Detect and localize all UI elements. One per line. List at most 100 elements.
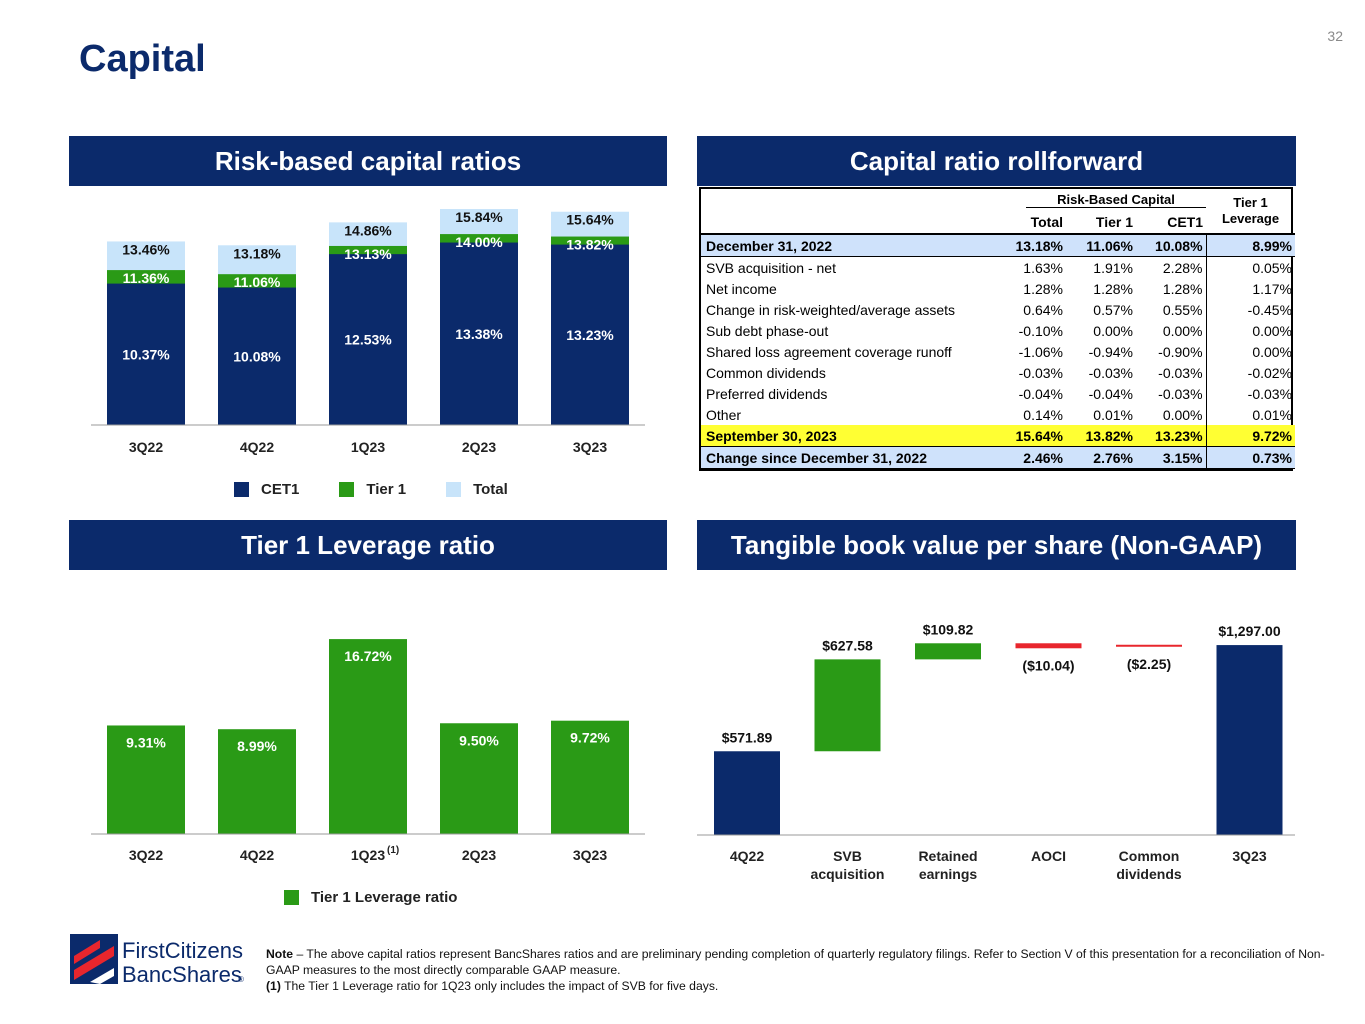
bar-tbv-3q23 — [1216, 645, 1283, 835]
bar-cet1-3q22 — [107, 283, 185, 425]
risk-based-legend: CET1 Tier 1 Total — [234, 481, 548, 498]
cell-leverage: 0.73% — [1205, 446, 1296, 469]
cell-total: 1.63% — [1023, 259, 1063, 276]
cell-tier1: 0.01% — [1093, 406, 1133, 423]
cell-tier1: -0.03% — [1088, 364, 1133, 381]
x-tick-label: AOCI — [1031, 848, 1066, 864]
legend-swatch-tier1 — [339, 482, 355, 497]
legend-swatch-cet1 — [234, 482, 249, 497]
legend-item-cet1: CET1 — [234, 481, 299, 498]
banner-tier1-leverage: Tier 1 Leverage ratio — [69, 520, 667, 570]
data-label-tier1-2q23: 14.00% — [455, 234, 503, 250]
data-label-tbv-3q23: $1,297.00 — [1218, 623, 1280, 639]
cell-cet1: 10.08% — [1136, 233, 1207, 257]
table-row: Change in risk-weighted/average assets 0.… — [701, 299, 1296, 320]
table-header-row-2: Total Tier 1 CET1 — [701, 211, 1295, 234]
x-tick-label: 1Q23 — [351, 847, 385, 863]
data-label-total-4q22: 13.18% — [233, 245, 281, 261]
cell-total: 15.64% — [996, 425, 1066, 447]
note-lead: Note — [266, 947, 294, 961]
x-tick-superscript: (1) — [387, 845, 399, 856]
x-tick-label: Common — [1119, 848, 1180, 864]
data-label-tier1-3q22: 11.36% — [123, 270, 170, 286]
bar-tier1-leverage-3q22 — [107, 725, 185, 834]
row-label: Net income — [706, 280, 777, 297]
cell-cet1: 0.55% — [1162, 301, 1203, 318]
data-label-tier1-1q23: 13.13% — [344, 246, 392, 262]
bar-cet1-1q23 — [329, 254, 407, 425]
cell-cet1: 3.15% — [1136, 446, 1207, 469]
table-row: September 30, 2023 15.64% 13.82% 13.23% 9.72… — [701, 425, 1296, 447]
cell-total: -0.10% — [1018, 322, 1063, 339]
cell-cet1: 13.23% — [1136, 425, 1207, 447]
note-text: – The above capital ratios represent Ban… — [266, 947, 1325, 977]
cell-cet1: 0.00% — [1162, 322, 1203, 339]
row-label: Other — [706, 406, 742, 423]
legend-item-tier1: Tier 1 — [339, 481, 406, 498]
legend-item-total: Total — [446, 481, 508, 498]
page-title: Capital — [79, 38, 206, 80]
bar-cet1-4q22 — [218, 287, 296, 425]
table-row: Other 0.14% 0.01% 0.00% 0.01% — [701, 404, 1296, 425]
rollforward-table: Risk-Based Capital Tier 1 Leverage Total… — [699, 187, 1296, 471]
cell-total: 1.28% — [1023, 280, 1063, 297]
table-row: Net income 1.28% 1.28% 1.28% 1.17% — [701, 278, 1296, 299]
footnote-text: The Tier 1 Leverage ratio for 1Q23 only … — [280, 979, 719, 993]
cell-total: 13.18% — [996, 233, 1066, 257]
row-label: SVB acquisition - net — [706, 259, 836, 276]
bar-tbv-svb-acquisition — [814, 659, 881, 752]
table-header-row-1: Risk-Based Capital Tier 1 Leverage — [701, 189, 1295, 226]
table-row: December 31, 2022 13.18% 11.06% 10.08% 8.99% — [701, 233, 1296, 257]
cell-cet1: -0.03% — [1158, 385, 1203, 402]
row-label: Common dividends — [706, 364, 826, 381]
bar-cet1-3q23 — [551, 244, 629, 425]
data-label-tier1-3q23: 13.82% — [566, 237, 614, 253]
cell-leverage: 8.99% — [1205, 233, 1296, 257]
header-blank — [701, 189, 996, 211]
row-label: Change since December 31, 2022 — [701, 446, 996, 469]
row-label: Change in risk-weighted/average assets — [706, 301, 956, 318]
footnote-mark: (1) — [266, 979, 281, 993]
cell-tier1: 1.28% — [1093, 280, 1133, 297]
row-label: Shared loss agreement coverage runoff — [706, 343, 952, 360]
note-paragraph: Note – The above capital ratios represen… — [266, 946, 1326, 978]
cell-tier1: 1.91% — [1093, 259, 1133, 276]
cell-tier1: 2.76% — [1066, 446, 1136, 469]
legend-label-total: Total — [473, 481, 508, 498]
first-citizens-logo: FirstCitizens BancShares ® — [70, 934, 244, 987]
cell-total: -0.04% — [1018, 385, 1063, 402]
tier1-leverage-legend: Tier 1 Leverage ratio — [284, 889, 497, 906]
cell-tier1: -0.04% — [1088, 385, 1133, 402]
row-label: December 31, 2022 — [701, 233, 996, 257]
header-cet1: CET1 — [1167, 214, 1204, 230]
footnote-block: Note – The above capital ratios represen… — [266, 946, 1326, 994]
data-label-tier1-leverage-1q23: 16.72% — [344, 648, 392, 664]
table-row: Preferred dividends -0.04% -0.04% -0.03% -0.… — [701, 383, 1296, 404]
cell-total: 2.46% — [996, 446, 1066, 469]
data-label-tier1-leverage-2q23: 9.50% — [459, 732, 499, 748]
table-row: SVB acquisition - net 1.63% 1.91% 2.28% 0.05… — [701, 256, 1296, 278]
bar-tier1-leverage-1q23 — [329, 639, 407, 834]
bar-tier1-leverage-2q23 — [440, 723, 518, 834]
data-label-total-3q22: 13.46% — [122, 241, 170, 257]
header-blank-2 — [701, 211, 996, 234]
bar-tier1-leverage-3q23 — [551, 720, 629, 834]
data-label-tbv-4q22: $571.89 — [722, 729, 773, 745]
x-tick-label: 3Q22 — [129, 439, 163, 455]
cell-leverage: 1.17% — [1205, 278, 1296, 299]
data-label-tbv-svb-acquisition: $627.58 — [822, 637, 873, 653]
x-tick-label: 3Q22 — [129, 847, 163, 863]
x-tick-label: earnings — [919, 866, 978, 882]
x-tick-label: 3Q23 — [1232, 848, 1266, 864]
page-number: 32 — [1327, 28, 1343, 44]
table-row: Change since December 31, 2022 2.46% 2.76%… — [701, 446, 1296, 469]
data-label-tbv-retained-earnings: $109.82 — [923, 621, 974, 637]
cell-total: 0.64% — [1023, 301, 1063, 318]
header-risk-based-capital: Risk-Based Capital — [996, 189, 1207, 211]
row-label: September 30, 2023 — [701, 425, 996, 447]
tbv-waterfall-chart: $571.89 4Q22 $627.58 SVB acquisition $109.82 R… — [697, 621, 1295, 882]
legend-swatch-total — [446, 482, 462, 497]
cell-tier1: 13.82% — [1066, 425, 1136, 447]
cell-leverage: 0.01% — [1205, 404, 1296, 425]
legend-label-cet1: CET1 — [261, 481, 300, 498]
